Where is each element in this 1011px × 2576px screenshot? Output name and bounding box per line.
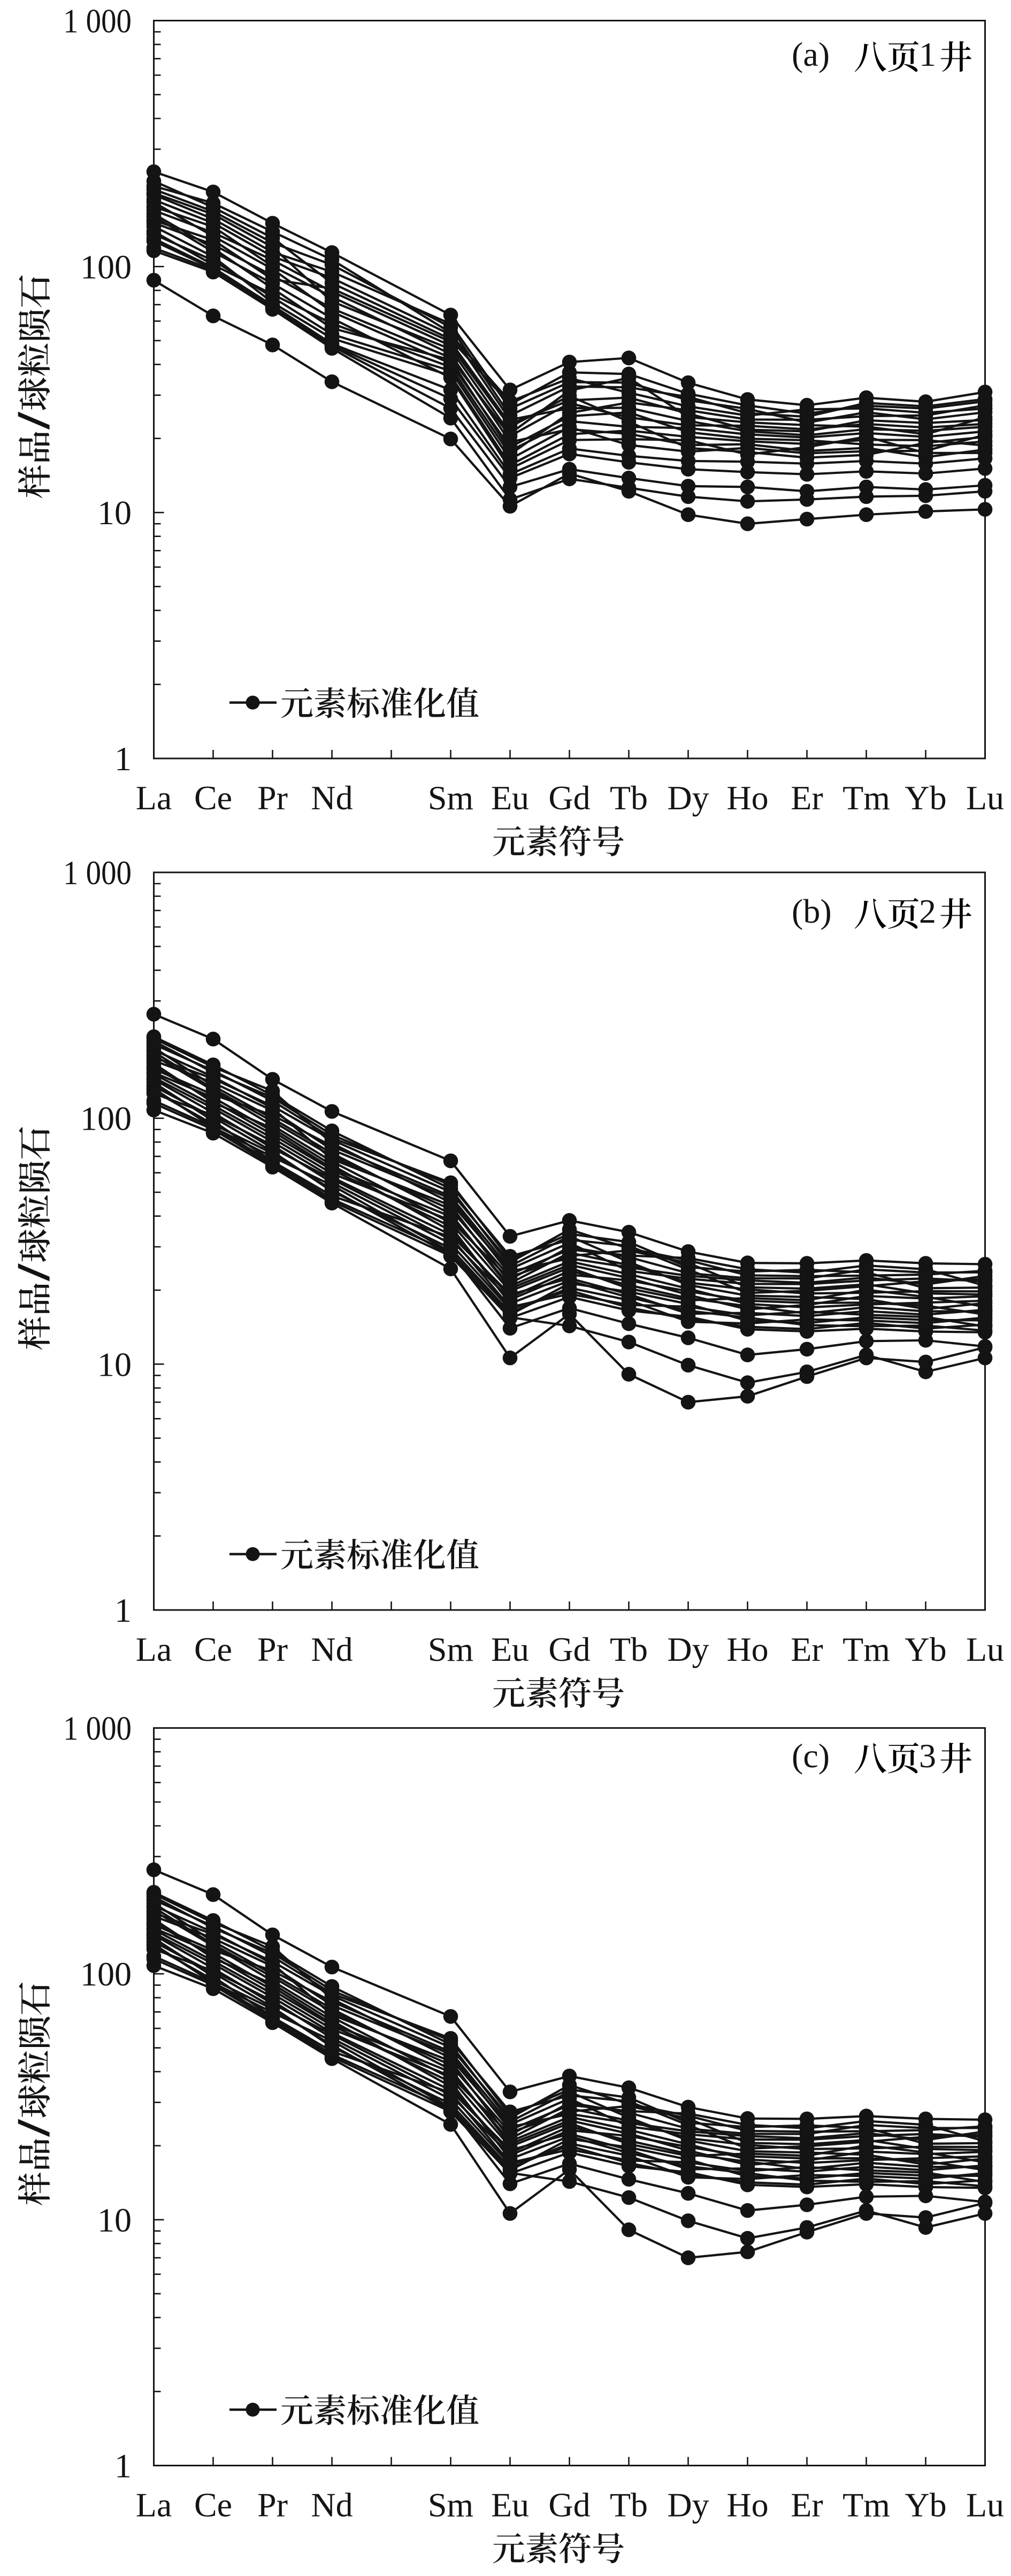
svg-text:Yb: Yb <box>905 1630 946 1668</box>
svg-text:1: 1 <box>114 740 132 778</box>
svg-text:Pr: Pr <box>257 779 288 817</box>
svg-text:Ho: Ho <box>726 2486 768 2524</box>
svg-text:Ce: Ce <box>194 1630 232 1668</box>
svg-text:1 000: 1 000 <box>63 854 132 892</box>
svg-text:La: La <box>136 1630 172 1668</box>
svg-text:1: 1 <box>114 1591 132 1629</box>
svg-text:Tb: Tb <box>610 2486 648 2524</box>
svg-text:Tb: Tb <box>610 1630 648 1668</box>
svg-text:Sm: Sm <box>428 2486 473 2524</box>
svg-text:La: La <box>136 779 172 817</box>
svg-text:100: 100 <box>80 1100 132 1138</box>
svg-text:2: 2 <box>919 892 936 930</box>
svg-text:Tm: Tm <box>842 779 890 817</box>
svg-text:Eu: Eu <box>491 779 529 817</box>
svg-text:(a): (a) <box>792 35 830 73</box>
svg-text:Dy: Dy <box>667 1630 709 1668</box>
svg-text:Gd: Gd <box>548 1630 590 1668</box>
svg-text:Sm: Sm <box>428 1630 473 1668</box>
svg-text:10: 10 <box>97 494 132 532</box>
svg-text:Lu: Lu <box>966 2486 1004 2524</box>
svg-text:Yb: Yb <box>905 2486 946 2524</box>
svg-text:Ce: Ce <box>194 779 232 817</box>
svg-text:Er: Er <box>791 2486 823 2524</box>
svg-text:100: 100 <box>80 248 132 286</box>
svg-text:Tm: Tm <box>842 1630 890 1668</box>
svg-text:Ho: Ho <box>726 1630 768 1668</box>
svg-text:La: La <box>136 2486 172 2524</box>
svg-text:1 000: 1 000 <box>63 1709 132 1747</box>
svg-text:Ho: Ho <box>726 779 768 817</box>
svg-text:Nd: Nd <box>311 1630 353 1668</box>
svg-text:10: 10 <box>97 2201 132 2239</box>
svg-text:Pr: Pr <box>257 1630 288 1668</box>
svg-text:Lu: Lu <box>966 1630 1004 1668</box>
svg-text:1: 1 <box>114 2447 132 2485</box>
svg-text:(c): (c) <box>792 1737 830 1775</box>
svg-text:Sm: Sm <box>428 779 473 817</box>
svg-text:Eu: Eu <box>491 2486 529 2524</box>
svg-text:Eu: Eu <box>491 1630 529 1668</box>
svg-text:Pr: Pr <box>257 2486 288 2524</box>
svg-text:Nd: Nd <box>311 2486 353 2524</box>
svg-text:Dy: Dy <box>667 779 709 817</box>
svg-text:Dy: Dy <box>667 2486 709 2524</box>
svg-text:Ce: Ce <box>194 2486 232 2524</box>
svg-text:Yb: Yb <box>905 779 946 817</box>
svg-text:1 000: 1 000 <box>63 2 132 40</box>
svg-text:3: 3 <box>919 1737 936 1775</box>
svg-text:1: 1 <box>919 35 936 73</box>
svg-text:Nd: Nd <box>311 779 353 817</box>
svg-text:Tb: Tb <box>610 779 648 817</box>
svg-text:Gd: Gd <box>548 2486 590 2524</box>
svg-text:10: 10 <box>97 1345 132 1383</box>
svg-text:Lu: Lu <box>966 779 1004 817</box>
svg-text:Tm: Tm <box>842 2486 890 2524</box>
svg-text:100: 100 <box>80 1955 132 1993</box>
svg-text:Gd: Gd <box>548 779 590 817</box>
svg-text:Er: Er <box>791 779 823 817</box>
svg-text:Er: Er <box>791 1630 823 1668</box>
svg-text:(b): (b) <box>792 892 832 930</box>
